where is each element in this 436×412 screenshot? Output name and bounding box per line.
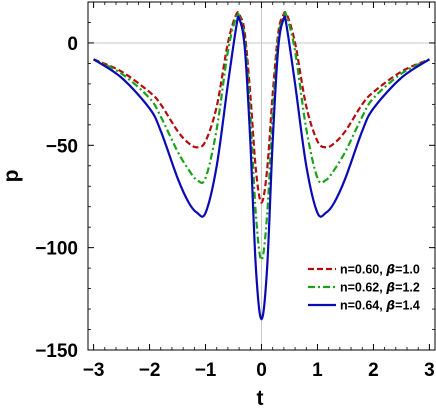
y-tick-label: −100 (35, 239, 78, 260)
x-tick-label: 0 (256, 360, 267, 381)
y-tick-labels: 0 −50 −100 −150 (35, 34, 78, 362)
series-line-3 (92, 15, 431, 321)
y-axis-label: p (0, 170, 23, 183)
y-tick-label: −50 (46, 136, 78, 157)
legend-label: n=0.64, β=1.4 (340, 298, 420, 313)
tick-marks (88, 1, 435, 351)
series-line-1 (93, 11, 430, 204)
series-line-2 (93, 11, 430, 262)
x-tick-label: −2 (139, 360, 161, 381)
x-tick-labels: −3 −2 −1 0 1 2 3 (83, 360, 435, 381)
legend-label: n=0.60, β=1.0 (340, 262, 420, 277)
legend: n=0.60, β=1.0 n=0.62, β=1.2 n=0.64, β=1.4 (308, 262, 420, 313)
x-tick-label: −1 (195, 360, 217, 381)
x-tick-label: 2 (368, 360, 379, 381)
reference-lines (88, 2, 435, 350)
x-tick-label: 3 (424, 360, 435, 381)
legend-label: n=0.62, β=1.2 (340, 280, 420, 295)
y-tick-label: −150 (35, 341, 78, 362)
x-tick-label: 1 (312, 360, 323, 381)
x-axis-label: t (257, 387, 264, 410)
series-layer (92, 11, 431, 321)
y-tick-label: 0 (67, 34, 78, 55)
x-tick-label: −3 (83, 360, 105, 381)
